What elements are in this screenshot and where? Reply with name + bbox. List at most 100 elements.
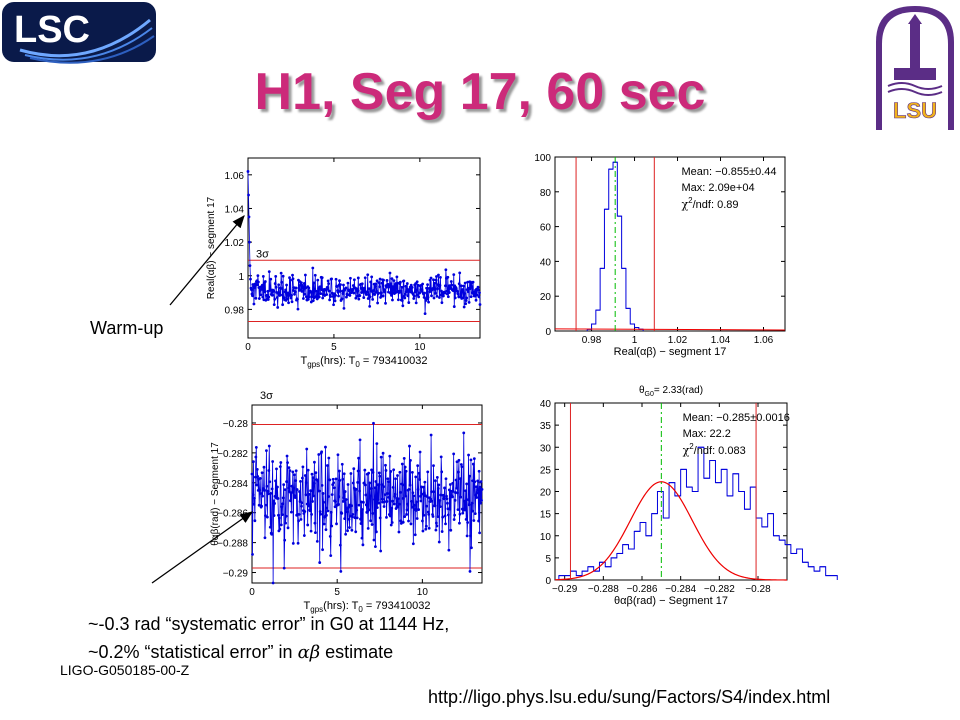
- data-point: [398, 490, 402, 494]
- data-point: [475, 491, 479, 495]
- data-point: [427, 526, 431, 530]
- stats-chi2: χ2/ndf: 0.083: [683, 442, 746, 457]
- data-point: [419, 499, 423, 503]
- x-tick-label: −0.28: [745, 584, 771, 595]
- data-point: [329, 295, 333, 298]
- data-point: [463, 508, 467, 512]
- data-point: [316, 278, 320, 282]
- x-tick-label: 1.04: [711, 335, 731, 346]
- lsc-logo: LSC: [2, 2, 156, 64]
- data-point: [265, 449, 268, 453]
- data-point: [366, 526, 370, 530]
- data-point: [379, 455, 383, 459]
- data-point: [279, 523, 283, 527]
- x-label-sub: 0: [358, 605, 363, 614]
- data-point: [398, 280, 402, 284]
- data-point: [455, 289, 459, 293]
- data-point: [425, 286, 428, 290]
- data-point: [300, 501, 304, 505]
- data-point: [340, 511, 344, 515]
- y-tick-label: 20: [540, 488, 552, 499]
- data-point: [282, 566, 286, 570]
- data-point: [280, 513, 284, 516]
- data-point: [310, 290, 314, 294]
- data-point: [390, 277, 394, 281]
- data-point: [309, 489, 312, 493]
- y-tick-label: 30: [540, 443, 552, 454]
- data-point: [443, 486, 446, 490]
- histogram-steps: [558, 446, 838, 580]
- data-point: [377, 281, 381, 285]
- x-tick-label: −0.29: [552, 584, 578, 595]
- data-point: [407, 519, 410, 523]
- data-point: [400, 462, 404, 466]
- data-point: [480, 487, 484, 491]
- x-tick-label: 0: [249, 587, 255, 598]
- data-point: [297, 519, 300, 523]
- data-point: [270, 487, 274, 491]
- data-point: [478, 485, 482, 489]
- data-point: [272, 514, 276, 517]
- data-point: [270, 293, 274, 297]
- x-label-sub: gps: [307, 360, 320, 369]
- data-point: [347, 517, 351, 521]
- data-point: [318, 561, 322, 564]
- data-point: [360, 536, 364, 540]
- data-point: [314, 289, 318, 293]
- y-tick-label: 40: [540, 257, 552, 268]
- y-tick-label: 5: [545, 554, 551, 565]
- data-point: [261, 494, 264, 498]
- data-point: [261, 275, 265, 278]
- y-tick-label: 25: [540, 465, 552, 476]
- data-point: [259, 293, 263, 297]
- data-point: [348, 294, 352, 297]
- data-point: [391, 285, 395, 289]
- data-point: [418, 450, 422, 454]
- data-point: [391, 485, 395, 489]
- data-point: [466, 521, 469, 524]
- data-point: [374, 480, 378, 483]
- data-point: [339, 283, 342, 287]
- data-point: [450, 495, 454, 499]
- data-point: [388, 454, 392, 458]
- data-point: [332, 481, 336, 485]
- reference-url[interactable]: http://ligo.phys.lsu.edu/sung/Factors/S4…: [428, 687, 831, 707]
- data-point: [457, 282, 461, 286]
- y-tick-label: −0.284: [217, 479, 248, 490]
- data-point: [415, 280, 419, 284]
- data-point: [264, 503, 268, 507]
- data-point: [369, 280, 373, 284]
- data-point: [472, 457, 476, 461]
- y-tick-label: 0: [545, 576, 551, 587]
- data-point: [252, 302, 256, 306]
- data-point: [356, 480, 360, 484]
- data-point: [338, 543, 342, 547]
- data-point: [456, 292, 460, 296]
- data-point: [460, 465, 464, 469]
- data-point: [450, 283, 454, 287]
- data-point: [375, 506, 379, 510]
- x-tick-label: 5: [334, 587, 340, 598]
- data-point: [251, 553, 254, 556]
- chart-title: θG0= 2.33(rad): [639, 385, 703, 398]
- y-tick-label: 0: [545, 327, 551, 338]
- data-point: [469, 458, 473, 462]
- data-point: [267, 469, 271, 472]
- data-point: [352, 291, 356, 295]
- data-point: [471, 462, 475, 466]
- limit-label: 3σ: [260, 390, 273, 402]
- x-label-part: = 793410032: [363, 600, 431, 612]
- data-point: [396, 298, 400, 302]
- data-point: [389, 523, 393, 527]
- data-point: [293, 496, 297, 500]
- data-point: [432, 296, 436, 300]
- data-point: [443, 291, 447, 295]
- data-point: [281, 496, 285, 500]
- data-point: [399, 519, 403, 523]
- data-point: [446, 275, 450, 279]
- data-point: [369, 487, 373, 490]
- data-point: [371, 511, 374, 515]
- data-point: [448, 507, 452, 511]
- data-point: [342, 283, 345, 287]
- data-point: [459, 495, 463, 499]
